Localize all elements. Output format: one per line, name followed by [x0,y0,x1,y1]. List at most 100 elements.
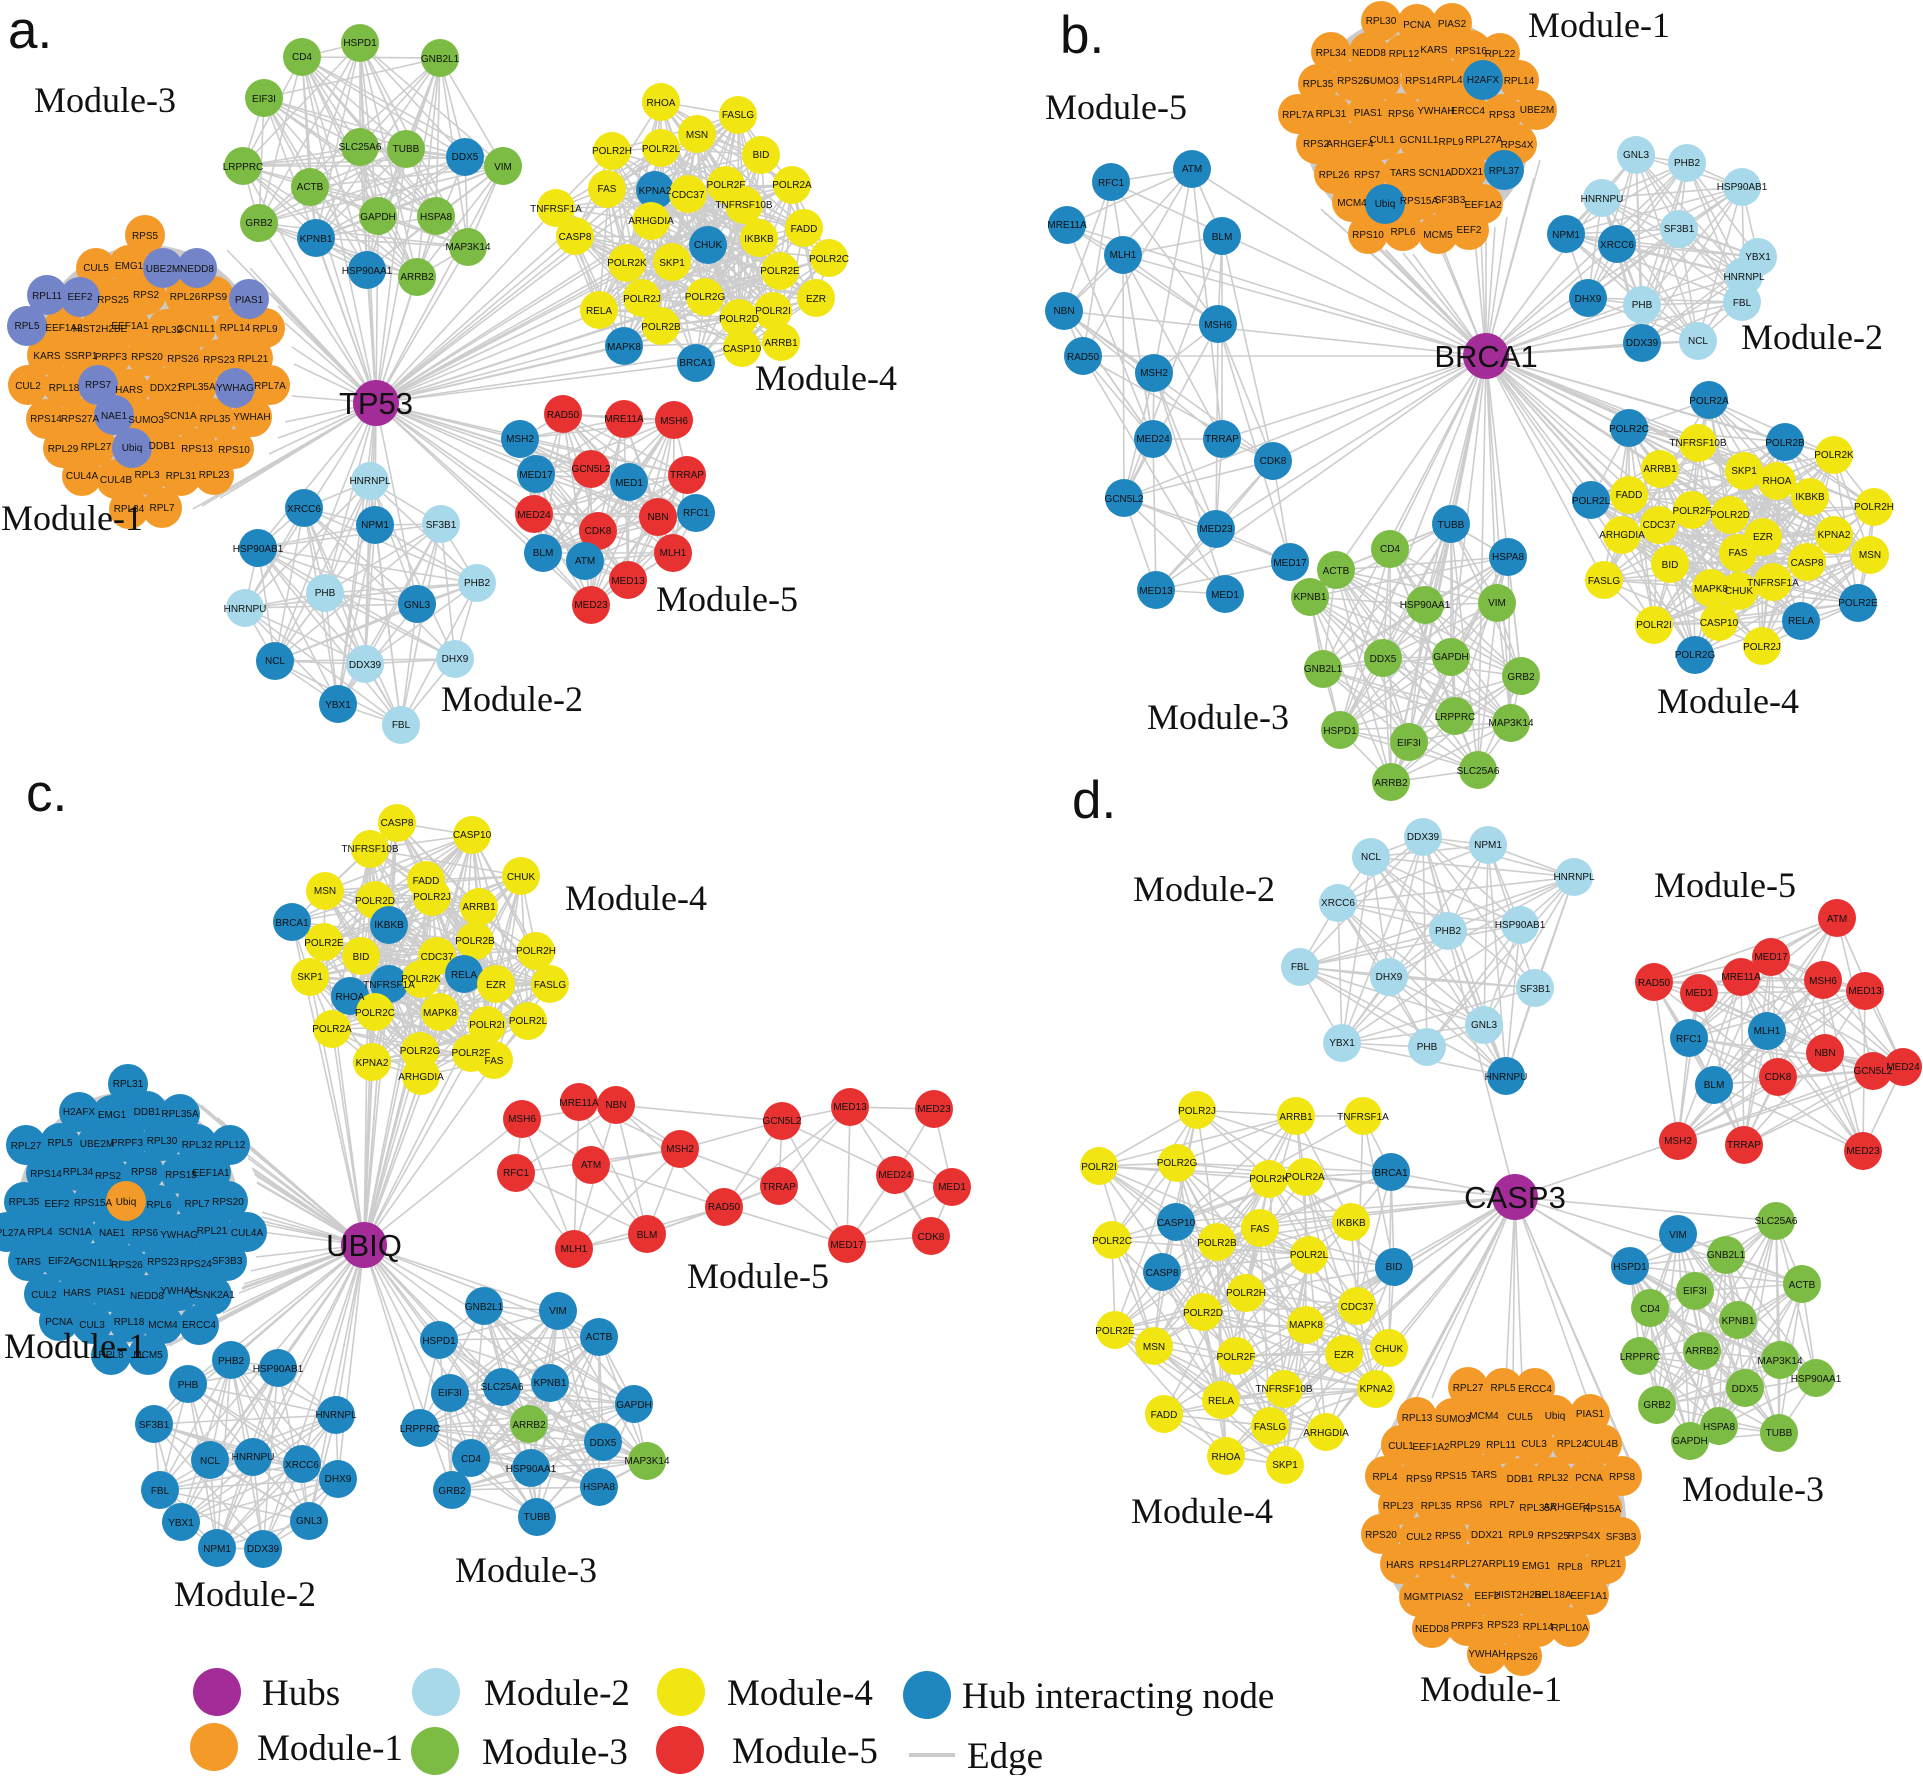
svg-text:EEF1A2: EEF1A2 [45,323,83,334]
svg-text:RPS15: RPS15 [1435,1471,1467,1482]
svg-text:CUL2: CUL2 [15,381,41,392]
svg-text:RPL27A: RPL27A [1451,1559,1489,1570]
svg-text:RPL14: RPL14 [1523,1622,1554,1633]
svg-text:HARS: HARS [63,1288,91,1299]
svg-text:CUL5: CUL5 [1507,1412,1533,1423]
svg-text:YWHAH: YWHAH [160,1286,197,1297]
svg-text:SCN1A: SCN1A [58,1227,92,1238]
svg-text:POLR2K: POLR2K [1814,450,1854,461]
svg-text:RPS7: RPS7 [85,380,112,391]
svg-text:FAS: FAS [598,184,617,195]
svg-text:CUL4B: CUL4B [1586,1439,1619,1450]
svg-text:RPL30: RPL30 [1366,16,1397,27]
svg-text:Module-3: Module-3 [1682,1469,1824,1509]
svg-text:MGMT: MGMT [1404,1592,1435,1603]
svg-text:MAPK8: MAPK8 [607,342,641,353]
svg-text:TRRAP: TRRAP [762,1182,796,1193]
svg-text:PCNA: PCNA [1403,20,1431,31]
svg-text:DDX21: DDX21 [150,383,183,394]
svg-text:Module-5: Module-5 [732,1731,878,1772]
svg-text:HNRNPU: HNRNPU [1581,194,1624,205]
svg-text:LRPPRC: LRPPRC [400,1424,441,1435]
svg-text:CASP10: CASP10 [723,344,762,355]
svg-text:LRPPRC: LRPPRC [1620,1352,1661,1363]
svg-text:POLR2I: POLR2I [1636,620,1672,631]
svg-text:H2AFX: H2AFX [63,1107,96,1118]
svg-text:CDC37: CDC37 [1341,1302,1374,1313]
svg-text:ATM: ATM [1827,914,1847,925]
svg-text:RPL27A: RPL27A [1465,135,1503,146]
svg-text:EEF1A1: EEF1A1 [1570,1591,1608,1602]
svg-text:HNRNPU: HNRNPU [232,1452,275,1463]
svg-text:RPS6: RPS6 [1388,109,1415,120]
svg-text:RELA: RELA [451,970,477,981]
svg-text:MAP3K14: MAP3K14 [1757,1356,1802,1367]
svg-text:EZR: EZR [806,294,826,305]
svg-text:BLM: BLM [533,548,554,559]
svg-text:RPS2: RPS2 [133,290,160,301]
svg-text:HNRNPU: HNRNPU [224,604,267,615]
svg-text:RPL18: RPL18 [114,1317,145,1328]
svg-text:VIM: VIM [1488,598,1506,609]
svg-text:MRE11A: MRE11A [604,414,644,425]
svg-text:MLH1: MLH1 [561,1244,588,1255]
svg-text:POLR2D: POLR2D [1710,510,1750,521]
svg-text:PHB: PHB [1632,300,1653,311]
svg-text:UBIQ: UBIQ [326,1228,402,1263]
svg-text:FAS: FAS [1729,548,1748,559]
svg-text:YWHAG: YWHAG [216,383,254,394]
svg-text:MSH6: MSH6 [1809,976,1837,987]
svg-text:RPS15: RPS15 [165,1170,197,1181]
svg-text:PHB: PHB [1417,1042,1438,1053]
svg-text:BRCA1: BRCA1 [679,358,713,369]
svg-text:POLR2J: POLR2J [1178,1106,1216,1117]
svg-text:RPS26: RPS26 [167,354,199,365]
svg-text:FASLG: FASLG [1254,1422,1286,1433]
svg-text:FAS: FAS [1251,1224,1270,1235]
svg-text:GNB2L1: GNB2L1 [1707,1250,1746,1261]
svg-text:TARS: TARS [15,1257,41,1268]
svg-text:RPL11: RPL11 [32,291,62,302]
svg-text:MED24: MED24 [1136,434,1170,445]
svg-text:NCL: NCL [1361,852,1381,863]
svg-text:CDK8: CDK8 [1765,1072,1792,1083]
svg-text:EZR: EZR [1334,1350,1354,1361]
svg-text:MSH6: MSH6 [508,1114,536,1125]
svg-text:RPS15A: RPS15A [1400,196,1439,207]
svg-text:MED23: MED23 [574,600,608,611]
svg-text:MED17: MED17 [1273,558,1307,569]
svg-text:PIAS1: PIAS1 [235,295,264,306]
svg-text:MLH1: MLH1 [1754,1026,1781,1037]
svg-text:PCNA: PCNA [1575,1473,1603,1484]
svg-text:PHB: PHB [178,1380,199,1391]
svg-text:NPM1: NPM1 [1474,840,1502,851]
svg-text:CD4: CD4 [461,1454,481,1465]
svg-text:EIF2A: EIF2A [48,1256,76,1267]
svg-text:NBN: NBN [647,512,668,523]
svg-text:UBE2M: UBE2M [80,1139,114,1150]
svg-text:FADD: FADD [1616,490,1643,501]
svg-text:TNFRSF10B: TNFRSF10B [1255,1384,1313,1395]
svg-text:CUL3: CUL3 [1521,1439,1547,1450]
svg-text:MED24: MED24 [517,510,551,521]
svg-text:EIF3I: EIF3I [1397,738,1421,749]
svg-text:ERCC4: ERCC4 [182,1320,216,1331]
svg-text:CASP10: CASP10 [1157,1218,1196,1229]
svg-text:EIF3I: EIF3I [252,94,276,105]
svg-text:Module-1: Module-1 [257,1728,403,1769]
svg-text:RHOA: RHOA [1763,476,1792,487]
svg-text:MED13: MED13 [833,1102,867,1113]
svg-text:RPL5: RPL5 [1490,1383,1515,1394]
svg-text:RPL7: RPL7 [149,503,174,514]
svg-text:HSP90AB1: HSP90AB1 [233,544,284,555]
svg-text:BRCA1: BRCA1 [1374,1168,1408,1179]
svg-text:POLR2G: POLR2G [400,1046,441,1057]
svg-text:RPL35A: RPL35A [1519,1503,1557,1514]
svg-text:PRPF3: PRPF3 [1451,1621,1484,1632]
svg-text:RPL11: RPL11 [1486,1440,1516,1451]
svg-text:MED13: MED13 [1139,586,1173,597]
svg-text:PIAS1: PIAS1 [97,1287,126,1298]
svg-text:YBX1: YBX1 [1745,252,1771,263]
svg-text:KARS: KARS [33,351,61,362]
svg-text:BLM: BLM [1212,232,1233,243]
